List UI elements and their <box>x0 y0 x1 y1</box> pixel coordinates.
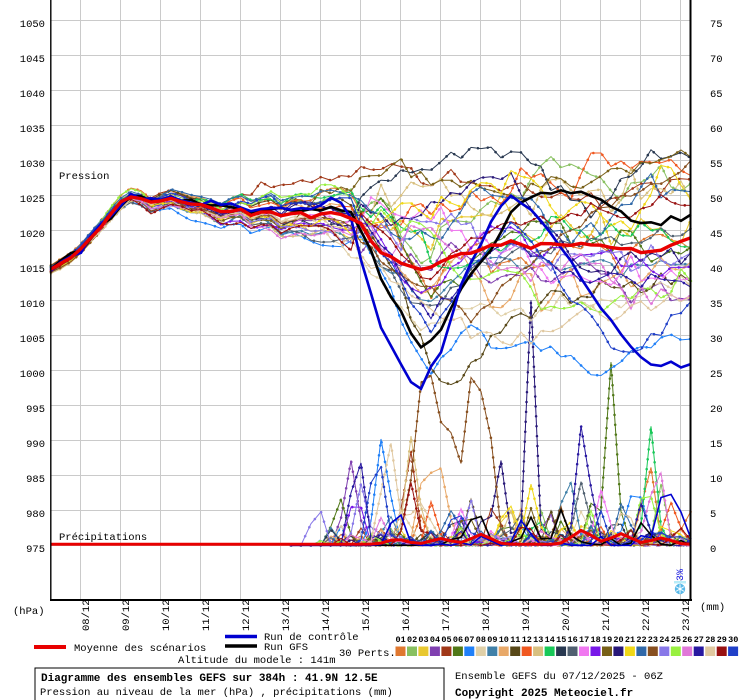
svg-text:27: 27 <box>694 635 704 645</box>
svg-text:11: 11 <box>510 635 520 645</box>
svg-text:10/12: 10/12 <box>161 599 173 631</box>
svg-text:03: 03 <box>418 635 428 645</box>
svg-text:29: 29 <box>717 635 727 645</box>
svg-text:09: 09 <box>487 635 497 645</box>
svg-text:Diagramme des ensembles GEFS s: Diagramme des ensembles GEFS sur 384h : … <box>41 673 378 685</box>
svg-text:28: 28 <box>705 635 715 645</box>
svg-text:980: 980 <box>26 509 45 521</box>
svg-text:50: 50 <box>710 194 723 206</box>
svg-text:Run GFS: Run GFS <box>264 642 308 654</box>
svg-text:22/12: 22/12 <box>641 599 653 631</box>
svg-text:Altitude du modele : 141m: Altitude du modele : 141m <box>178 655 336 667</box>
svg-text:1035: 1035 <box>20 124 45 136</box>
svg-text:14/12: 14/12 <box>321 599 333 631</box>
svg-text:12/12: 12/12 <box>241 599 253 631</box>
svg-text:08/12: 08/12 <box>81 599 93 631</box>
svg-text:30: 30 <box>710 334 723 346</box>
svg-text:16/12: 16/12 <box>401 599 413 631</box>
svg-text:1030: 1030 <box>20 159 45 171</box>
svg-text:05: 05 <box>441 635 451 645</box>
svg-text:20/12: 20/12 <box>561 599 573 631</box>
svg-text:13/12: 13/12 <box>281 599 293 631</box>
svg-text:21/12: 21/12 <box>601 599 613 631</box>
svg-text:995: 995 <box>26 404 45 416</box>
svg-text:1000: 1000 <box>20 369 45 381</box>
svg-text:75: 75 <box>710 19 723 31</box>
svg-text:02: 02 <box>407 635 417 645</box>
svg-text:04: 04 <box>430 635 440 645</box>
svg-text:45: 45 <box>710 229 723 241</box>
svg-text:0: 0 <box>710 544 716 556</box>
svg-text:18: 18 <box>591 635 601 645</box>
svg-text:60: 60 <box>710 124 723 136</box>
svg-text:09/12: 09/12 <box>121 599 133 631</box>
svg-text:Run de contrôle: Run de contrôle <box>264 632 359 644</box>
svg-text:19/12: 19/12 <box>521 599 533 631</box>
svg-text:Ensemble GEFS du 07/12/2025 -: Ensemble GEFS du 07/12/2025 - 06Z <box>455 671 663 683</box>
svg-text:990: 990 <box>26 439 45 451</box>
svg-text:18/12: 18/12 <box>481 599 493 631</box>
svg-text:975: 975 <box>26 544 45 556</box>
svg-text:01: 01 <box>396 635 406 645</box>
svg-text:(hPa): (hPa) <box>13 606 45 618</box>
svg-text:10: 10 <box>710 474 723 486</box>
svg-text:07: 07 <box>464 635 474 645</box>
svg-text:20: 20 <box>710 404 723 416</box>
svg-text:30: 30 <box>728 635 738 645</box>
svg-text:Copyright 2025 Meteociel.fr: Copyright 2025 Meteociel.fr <box>455 688 633 700</box>
svg-text:24: 24 <box>659 635 669 645</box>
svg-text:26: 26 <box>682 635 692 645</box>
svg-text:23/12: 23/12 <box>681 599 693 631</box>
svg-text:1020: 1020 <box>20 229 45 241</box>
svg-text:13: 13 <box>533 635 543 645</box>
svg-text:22: 22 <box>636 635 646 645</box>
svg-text:25: 25 <box>671 635 681 645</box>
svg-text:1040: 1040 <box>20 89 45 101</box>
svg-text:23: 23 <box>648 635 658 645</box>
svg-text:10: 10 <box>499 635 509 645</box>
svg-text:25: 25 <box>710 369 723 381</box>
svg-text:65: 65 <box>710 89 723 101</box>
svg-text:19: 19 <box>602 635 612 645</box>
svg-text:3%: 3% <box>676 569 687 581</box>
svg-text:20: 20 <box>613 635 623 645</box>
svg-text:985: 985 <box>26 474 45 486</box>
svg-text:17: 17 <box>579 635 589 645</box>
svg-text:21: 21 <box>625 635 635 645</box>
svg-text:1005: 1005 <box>20 334 45 346</box>
svg-text:16: 16 <box>568 635 578 645</box>
svg-text:1050: 1050 <box>20 19 45 31</box>
svg-text:14: 14 <box>545 635 555 645</box>
svg-text:70: 70 <box>710 54 723 66</box>
svg-text:35: 35 <box>710 299 723 311</box>
svg-text:Moyenne des scénarios: Moyenne des scénarios <box>74 643 206 655</box>
svg-text:55: 55 <box>710 159 723 171</box>
svg-text:(mm): (mm) <box>700 602 725 614</box>
svg-text:06: 06 <box>453 635 463 645</box>
svg-text:11/12: 11/12 <box>201 599 213 631</box>
svg-text:Pression: Pression <box>59 171 109 183</box>
svg-text:1015: 1015 <box>20 264 45 276</box>
svg-text:40: 40 <box>710 264 723 276</box>
svg-text:15: 15 <box>710 439 723 451</box>
svg-text:1025: 1025 <box>20 194 45 206</box>
svg-text:30 Perts.: 30 Perts. <box>339 648 396 660</box>
svg-text:17/12: 17/12 <box>441 599 453 631</box>
svg-text:5: 5 <box>710 509 716 521</box>
svg-text:1010: 1010 <box>20 299 45 311</box>
svg-text:Précipitations: Précipitations <box>59 532 147 544</box>
svg-text:Pression au niveau de la mer (: Pression au niveau de la mer (hPa) , pré… <box>40 687 393 699</box>
svg-text:12: 12 <box>522 635 532 645</box>
svg-text:15/12: 15/12 <box>361 599 373 631</box>
svg-text:08: 08 <box>476 635 486 645</box>
svg-text:15: 15 <box>556 635 566 645</box>
svg-text:1045: 1045 <box>20 54 45 66</box>
